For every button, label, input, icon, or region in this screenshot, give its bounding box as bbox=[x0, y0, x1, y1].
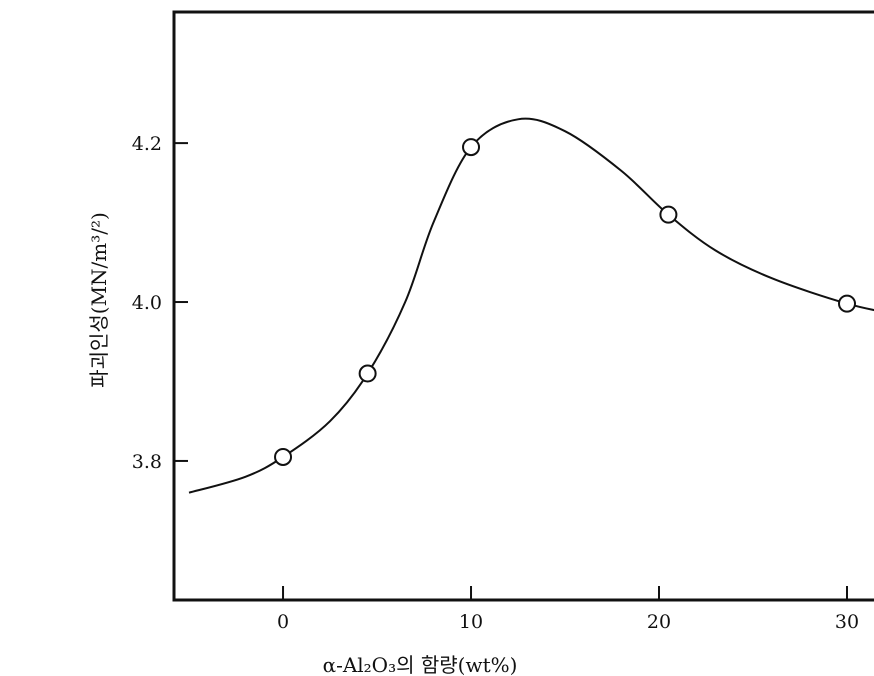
y-tick-label: 4.2 bbox=[132, 133, 162, 155]
y-tick-label: 4.0 bbox=[132, 292, 162, 314]
data-point bbox=[358, 364, 377, 383]
data-point bbox=[659, 205, 678, 224]
y-axis-ticks: 3.8 4.0 4.2 bbox=[132, 133, 188, 473]
data-point bbox=[838, 294, 857, 313]
plot-frame bbox=[172, 10, 874, 602]
x-tick-label: 30 bbox=[835, 611, 859, 633]
fit-curve bbox=[188, 117, 874, 494]
data-point bbox=[462, 138, 481, 157]
x-tick-label: 20 bbox=[647, 611, 671, 633]
data-points bbox=[274, 138, 857, 466]
y-tick-label: 3.8 bbox=[132, 451, 162, 473]
x-tick-label: 0 bbox=[277, 611, 289, 633]
x-tick-label: 10 bbox=[459, 611, 483, 633]
x-axis-label: α-Al₂O₃의 함량(wt%) bbox=[323, 653, 518, 676]
x-axis-ticks: 0 10 20 30 bbox=[277, 586, 859, 633]
data-point bbox=[274, 447, 293, 466]
y-axis-label: 파괴인성(MN/m³/²) bbox=[87, 212, 111, 388]
